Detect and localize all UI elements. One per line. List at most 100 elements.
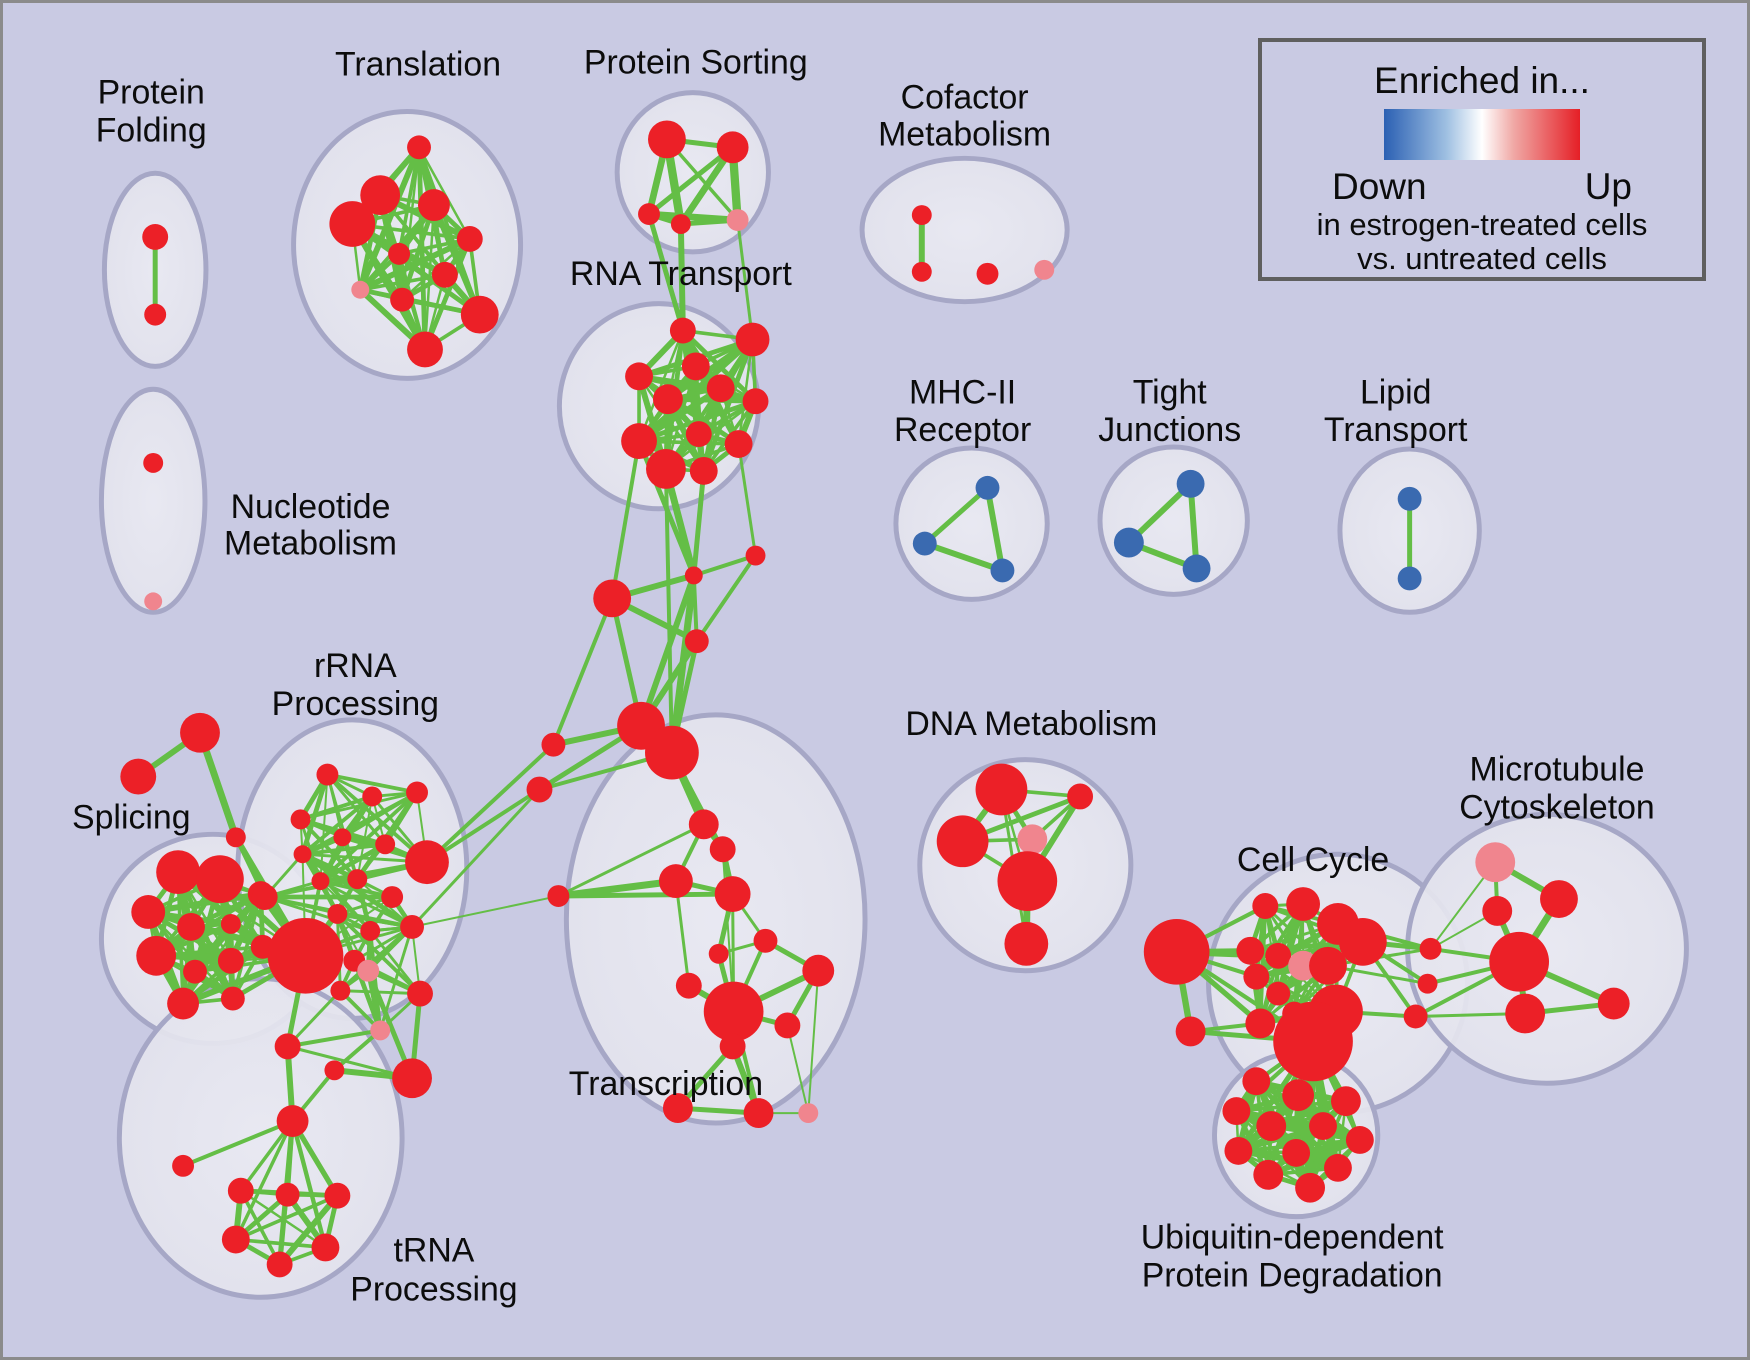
node-cf2 [911, 261, 932, 282]
node-rt12 [689, 456, 718, 485]
nodes [120, 120, 1630, 1278]
edge-r15-trL [411, 895, 560, 928]
edge-rt12-h1 [691, 468, 707, 578]
node-s3 [131, 895, 166, 929]
node-g3 [225, 827, 246, 848]
node-r11 [347, 869, 368, 890]
node-s5 [220, 913, 241, 934]
node-r22 [324, 1060, 345, 1081]
edge-t5-t11 [422, 236, 473, 352]
edge-hbig-br1 [551, 596, 615, 747]
edge-h2-h1 [691, 553, 758, 578]
edge-rt4-rt7 [636, 373, 759, 405]
edge-u6-u8 [1236, 1123, 1326, 1154]
node-mt3 [1489, 931, 1550, 992]
node-mh2 [912, 531, 937, 556]
legend-caption-line1: in estrogen-treated cells [1316, 206, 1648, 242]
node-r2 [362, 786, 383, 807]
node-S [267, 917, 344, 994]
label-splicing-line1: Splicing [72, 798, 190, 836]
node-cch2 [1273, 1001, 1353, 1082]
node-n2 [144, 592, 163, 611]
edge-rt1-rt9 [637, 329, 685, 443]
node-u2 [1282, 1079, 1315, 1112]
edge-s3-s6 [145, 891, 264, 915]
node-tr9 [703, 981, 764, 1042]
label-trna-processing-line1: tRNA [394, 1231, 475, 1269]
cluster-tight-junctions [1097, 444, 1250, 597]
node-mc2 [1417, 973, 1438, 994]
edge-r10-r12 [318, 879, 395, 899]
node-mt5 [1597, 987, 1630, 1020]
label-translation-line1: Translation [335, 46, 501, 84]
node-tx5 [311, 1233, 340, 1262]
node-rt6 [706, 374, 735, 403]
node-tx1 [227, 1177, 254, 1204]
node-mp [1475, 842, 1516, 883]
label-rna-transport-line1: RNA Transport [570, 255, 792, 293]
node-t1 [407, 135, 431, 160]
node-g2 [120, 758, 157, 795]
node-mt2 [1482, 896, 1513, 926]
node-tr3 [658, 864, 693, 899]
node-ps4 [670, 214, 691, 234]
edge-tr8-tr3 [674, 879, 691, 988]
edge-s10-s12 [180, 944, 266, 1006]
node-cc5 [1265, 942, 1292, 969]
legend-down-label: Down [1332, 165, 1427, 207]
label-nucleotide-metabolism-line2: Metabolism [224, 525, 397, 563]
node-rt11 [646, 449, 686, 489]
node-t8 [351, 280, 370, 299]
edge-r21-tc1 [286, 1044, 414, 1080]
edge-ps4-rt1 [677, 221, 686, 334]
cluster-nucleotide-metabolism [98, 386, 208, 615]
node-s10 [167, 987, 199, 1020]
node-s4 [177, 912, 205, 941]
node-n1 [143, 453, 164, 473]
edge-t7-t8 [358, 272, 447, 292]
legend-title: Enriched in... [1374, 60, 1590, 101]
node-tr2 [709, 836, 736, 863]
node-s8 [183, 959, 207, 984]
label-dna-metabolism-line1: DNA Metabolism [905, 705, 1157, 743]
label-protein-folding-line1: Protein [98, 74, 205, 112]
edge-h1-ha [638, 572, 697, 729]
edge-r15-r18 [337, 924, 415, 993]
node-cc7 [1338, 917, 1387, 966]
edge-tc2-tc3 [181, 1119, 295, 1168]
edge-t1-t8 [357, 144, 422, 293]
legend: Enriched in... Down Up in estrogen-treat… [1258, 38, 1706, 281]
node-pf1 [142, 224, 169, 250]
edge-tx4-tx5 [234, 1237, 328, 1250]
node-tr7 [802, 954, 835, 987]
edge-tx3-tx6 [276, 1192, 341, 1268]
edge-mh2-mh3 [921, 540, 1006, 574]
node-tr12 [662, 1093, 693, 1124]
node-br2 [526, 776, 553, 803]
label-microtubule-cytoskeleton-line1: Microtubule [1470, 751, 1645, 789]
node-cc9 [1266, 981, 1291, 1006]
node-u10 [1253, 1159, 1284, 1190]
node-r19 [407, 980, 433, 1007]
edge-r1-r3 [325, 772, 419, 795]
node-s11 [220, 986, 245, 1011]
label-mhc2-receptor-line1: MHC-II [909, 373, 1016, 411]
edge-r3-r10 [318, 790, 419, 884]
node-r15 [400, 914, 424, 939]
node-hb [645, 725, 699, 780]
edge-rt10-h2 [737, 442, 758, 558]
node-tc2 [276, 1105, 309, 1137]
edge-ps3-rt1 [646, 211, 686, 334]
edge-trL-tr1 [556, 822, 706, 898]
node-tx6 [266, 1251, 293, 1278]
edge-tr10-tr14 [786, 1024, 810, 1115]
node-u6 [1309, 1112, 1337, 1140]
node-tc3 [172, 1154, 195, 1177]
edge-rt11-hb [663, 466, 674, 755]
node-tr14 [798, 1103, 819, 1124]
node-u1 [1242, 1067, 1271, 1096]
edge-r6-r8 [300, 842, 388, 857]
node-u9 [1282, 1138, 1311, 1167]
node-cc1 [1252, 893, 1279, 919]
